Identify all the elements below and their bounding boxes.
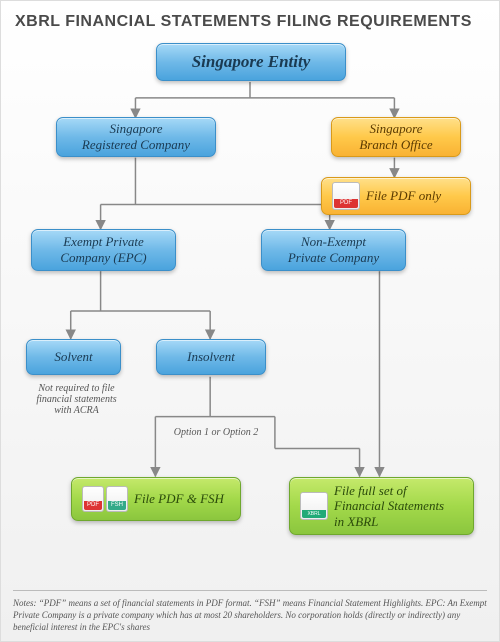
node-file-xbrl-full: File full set of Financial Statements in… (289, 477, 474, 535)
pdf-icon (332, 182, 360, 210)
node-file-pdf-fsh-label: File PDF & FSH (134, 491, 224, 507)
footer-notes: Notes: “PDF” means a set of financial st… (13, 590, 487, 633)
pdf-fsh-icons (82, 486, 128, 512)
node-solvent: Solvent (26, 339, 121, 375)
node-epc: Exempt Private Company (EPC) (31, 229, 176, 271)
node-singapore-entity: Singapore Entity (156, 43, 346, 81)
node-branch-office: Singapore Branch Office (331, 117, 461, 157)
xbrl-icon (300, 492, 328, 520)
node-non-exempt: Non-Exempt Private Company (261, 229, 406, 271)
node-insolvent: Insolvent (156, 339, 266, 375)
node-file-pdf-only-label: File PDF only (366, 188, 441, 204)
page-title: XBRL FINANCIAL STATEMENTS FILING REQUIRE… (1, 1, 499, 39)
pdf-icon (82, 486, 104, 512)
node-registered-company: Singapore Registered Company (56, 117, 216, 157)
node-file-xbrl-full-label: File full set of Financial Statements in… (334, 483, 444, 530)
caption-options: Option 1 or Option 2 (141, 427, 291, 438)
node-file-pdf-only: File PDF only (321, 177, 471, 215)
fsh-icon (106, 486, 128, 512)
caption-solvent-note: Not required to file financial statement… (19, 383, 134, 416)
node-file-pdf-fsh: File PDF & FSH (71, 477, 241, 521)
flowchart-canvas: Singapore Entity Singapore Registered Co… (1, 39, 499, 599)
